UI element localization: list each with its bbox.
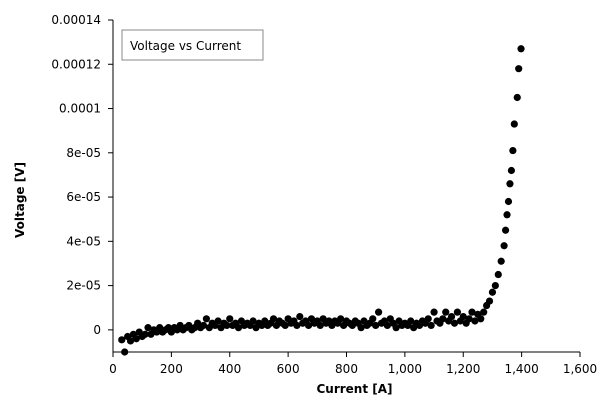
data-point bbox=[504, 197, 513, 206]
data-point bbox=[488, 288, 497, 296]
data-point bbox=[293, 321, 301, 330]
data-point bbox=[430, 308, 438, 316]
data-point bbox=[269, 315, 278, 323]
data-point bbox=[337, 315, 345, 323]
legend: Voltage vs Current bbox=[121, 29, 264, 61]
data-point bbox=[141, 330, 149, 338]
data-point bbox=[223, 321, 231, 330]
y-tick-label: 2e-05 bbox=[66, 279, 101, 293]
data-point bbox=[132, 335, 140, 343]
data-point bbox=[304, 321, 313, 330]
y-axis-ticks: 0 2e-05 4e-05 6e-05 8e-05 0.0001 0.00012 0.0001… bbox=[51, 13, 113, 337]
data-point bbox=[510, 120, 518, 128]
data-point bbox=[480, 308, 488, 316]
data-point bbox=[214, 317, 222, 325]
x-tick-label: 200 bbox=[160, 362, 183, 376]
legend-label: Voltage vs Current bbox=[130, 39, 241, 53]
data-point bbox=[465, 315, 473, 323]
data-point bbox=[226, 315, 234, 323]
x-tick-label: 0 bbox=[109, 362, 117, 376]
data-point bbox=[118, 336, 126, 344]
x-tick-label: 1,200 bbox=[446, 362, 480, 376]
data-point bbox=[507, 166, 516, 175]
x-tick-label: 1,600 bbox=[563, 362, 597, 376]
data-point bbox=[501, 226, 510, 234]
data-point bbox=[357, 324, 365, 332]
data-point bbox=[249, 317, 257, 325]
x-axis-ticks: 0 200 400 600 800 1,000 1,200 1,400 1,600 bbox=[109, 352, 597, 376]
data-point bbox=[503, 211, 511, 219]
data-point bbox=[494, 270, 502, 279]
data-point bbox=[296, 312, 304, 321]
x-tick-label: 1,000 bbox=[388, 362, 422, 376]
data-point bbox=[491, 282, 499, 290]
data-point bbox=[477, 315, 485, 323]
data-point bbox=[459, 312, 467, 321]
data-point bbox=[369, 315, 377, 323]
y-tick-label: 0.00012 bbox=[51, 57, 101, 71]
data-point bbox=[497, 257, 505, 265]
data-point bbox=[509, 146, 517, 155]
y-tick-label: 0.0001 bbox=[59, 102, 101, 116]
data-point bbox=[506, 180, 514, 188]
data-points bbox=[118, 45, 525, 356]
data-point bbox=[407, 317, 415, 325]
data-point bbox=[517, 45, 525, 53]
data-point bbox=[424, 315, 432, 323]
y-tick-label: 6e-05 bbox=[66, 190, 101, 204]
data-point bbox=[439, 315, 447, 323]
data-point bbox=[468, 308, 476, 316]
data-point bbox=[447, 312, 456, 321]
data-point bbox=[316, 321, 324, 330]
data-point bbox=[450, 319, 459, 327]
x-tick-label: 800 bbox=[335, 362, 358, 376]
data-point bbox=[281, 321, 289, 330]
y-tick-label: 4e-05 bbox=[66, 234, 101, 248]
data-point bbox=[392, 324, 400, 332]
data-point bbox=[234, 324, 243, 332]
y-axis-title: Voltage [V] bbox=[13, 162, 27, 238]
data-point bbox=[442, 308, 450, 316]
data-point bbox=[383, 321, 391, 330]
data-point bbox=[485, 297, 494, 305]
x-tick-label: 400 bbox=[218, 362, 241, 376]
data-point bbox=[199, 321, 208, 330]
data-point bbox=[513, 93, 521, 102]
legend-box bbox=[121, 29, 264, 61]
data-point bbox=[453, 308, 462, 316]
data-point bbox=[126, 337, 135, 345]
data-point bbox=[202, 315, 210, 323]
y-tick-label: 8e-05 bbox=[66, 146, 101, 160]
data-point bbox=[471, 317, 479, 325]
data-point bbox=[500, 242, 508, 250]
x-tick-label: 600 bbox=[277, 362, 300, 376]
y-tick-label: 0 bbox=[93, 323, 101, 337]
x-axis-title: Current [A] bbox=[316, 382, 392, 396]
data-point bbox=[427, 321, 435, 330]
data-point bbox=[515, 65, 523, 73]
y-tick-label: 0.00014 bbox=[51, 13, 101, 27]
data-point bbox=[372, 321, 380, 330]
data-point bbox=[144, 324, 152, 332]
data-point bbox=[375, 308, 383, 316]
x-tick-label: 1,400 bbox=[504, 362, 538, 376]
